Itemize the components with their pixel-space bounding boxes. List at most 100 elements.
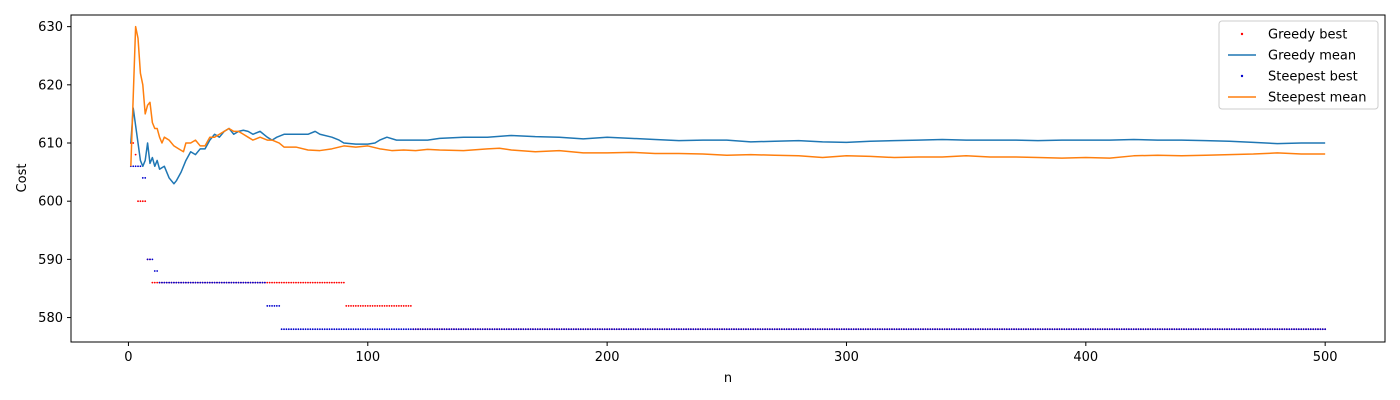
steepest-best-point xyxy=(505,328,508,331)
x-tick-label: 100 xyxy=(355,350,380,365)
steepest-best-point xyxy=(273,305,276,307)
greedy-best-point xyxy=(323,281,326,284)
steepest-best-point xyxy=(395,328,398,331)
steepest-best-point xyxy=(812,328,814,331)
steepest-best-point xyxy=(1027,328,1030,331)
legend-swatch xyxy=(1240,74,1244,78)
steepest-best-point xyxy=(551,328,553,331)
steepest-best-point xyxy=(668,328,671,331)
steepest-best-point xyxy=(965,328,968,331)
greedy-best-point xyxy=(292,281,295,284)
steepest-best-point xyxy=(608,328,611,331)
steepest-best-point xyxy=(1171,328,1173,331)
steepest-best-point xyxy=(1010,328,1013,331)
steepest-best-point xyxy=(651,328,654,331)
greedy-best-point xyxy=(314,281,317,284)
greedy-best-point xyxy=(307,281,309,284)
steepest-best-point xyxy=(252,281,254,284)
steepest-best-point xyxy=(1295,328,1298,331)
steepest-best-point xyxy=(182,281,185,284)
steepest-best-point xyxy=(359,328,362,331)
steepest-best-point xyxy=(1039,328,1042,331)
steepest-best-point xyxy=(742,328,745,331)
steepest-best-point xyxy=(1178,328,1181,331)
steepest-best-point xyxy=(847,328,850,331)
steepest-best-point xyxy=(378,328,381,331)
steepest-best-point xyxy=(560,328,563,331)
greedy-best-point xyxy=(390,305,393,307)
steepest-best-point xyxy=(766,328,769,331)
steepest-best-point xyxy=(759,328,762,331)
steepest-best-point xyxy=(462,328,465,331)
steepest-best-point xyxy=(414,328,417,331)
steepest-best-point xyxy=(972,328,975,331)
steepest-best-point xyxy=(809,328,812,331)
steepest-best-point xyxy=(1080,328,1082,331)
steepest-best-point xyxy=(721,328,723,331)
steepest-best-point xyxy=(1094,328,1097,331)
steepest-best-point xyxy=(821,328,824,331)
greedy-best-series xyxy=(129,142,1327,331)
steepest-best-point xyxy=(783,328,786,331)
steepest-best-point xyxy=(938,328,941,331)
steepest-best-point xyxy=(1264,328,1267,331)
steepest-best-point xyxy=(1163,328,1166,331)
steepest-best-point xyxy=(388,328,391,331)
steepest-best-point xyxy=(1238,328,1240,331)
steepest-best-point xyxy=(1214,328,1216,331)
steepest-best-point xyxy=(232,281,235,284)
steepest-best-point xyxy=(268,305,271,307)
steepest-best-point xyxy=(1096,328,1099,331)
steepest-best-point xyxy=(1307,328,1310,331)
steepest-best-point xyxy=(323,328,326,331)
steepest-best-point xyxy=(412,328,415,331)
steepest-best-point xyxy=(1025,328,1027,331)
greedy-best-point xyxy=(295,281,297,284)
steepest-best-point xyxy=(824,328,826,331)
greedy-best-point xyxy=(311,281,314,284)
steepest-best-point xyxy=(1233,328,1236,331)
steepest-best-point xyxy=(1084,328,1087,331)
steepest-best-point xyxy=(1269,328,1272,331)
steepest-best-point xyxy=(433,328,436,331)
steepest-best-point xyxy=(1008,328,1011,331)
steepest-best-point xyxy=(223,281,226,284)
steepest-best-point xyxy=(1209,328,1212,331)
steepest-best-point xyxy=(654,328,656,331)
greedy-best-point xyxy=(383,305,386,307)
steepest-best-point xyxy=(481,328,484,331)
steepest-best-point xyxy=(603,328,606,331)
steepest-best-point xyxy=(594,328,597,331)
steepest-best-point xyxy=(146,258,149,261)
steepest-best-point xyxy=(304,328,307,331)
steepest-best-point xyxy=(1063,328,1066,331)
steepest-best-point xyxy=(1072,328,1075,331)
steepest-best-point xyxy=(235,281,238,284)
steepest-best-point xyxy=(263,281,266,284)
steepest-best-point xyxy=(993,328,996,331)
steepest-best-point xyxy=(1051,328,1054,331)
steepest-best-point xyxy=(366,328,369,331)
steepest-best-point xyxy=(287,328,290,331)
steepest-best-point xyxy=(1240,328,1243,331)
steepest-best-point xyxy=(450,328,453,331)
steepest-best-point xyxy=(1293,328,1295,331)
greedy-best-point xyxy=(156,281,159,284)
steepest-best-point xyxy=(639,328,642,331)
steepest-best-point xyxy=(242,281,245,284)
steepest-best-point xyxy=(1125,328,1128,331)
steepest-best-point xyxy=(290,328,293,331)
steepest-best-point xyxy=(895,328,898,331)
steepest-best-point xyxy=(1118,328,1121,331)
steepest-best-point xyxy=(690,328,692,331)
steepest-best-point xyxy=(517,328,520,331)
steepest-best-point xyxy=(1032,328,1035,331)
steepest-best-point xyxy=(259,281,261,284)
greedy-best-point xyxy=(359,305,362,307)
steepest-best-point xyxy=(587,328,589,331)
steepest-best-point xyxy=(984,328,987,331)
steepest-best-point xyxy=(596,328,599,331)
steepest-best-point xyxy=(768,328,771,331)
steepest-best-point xyxy=(950,328,953,331)
steepest-best-point xyxy=(1173,328,1176,331)
